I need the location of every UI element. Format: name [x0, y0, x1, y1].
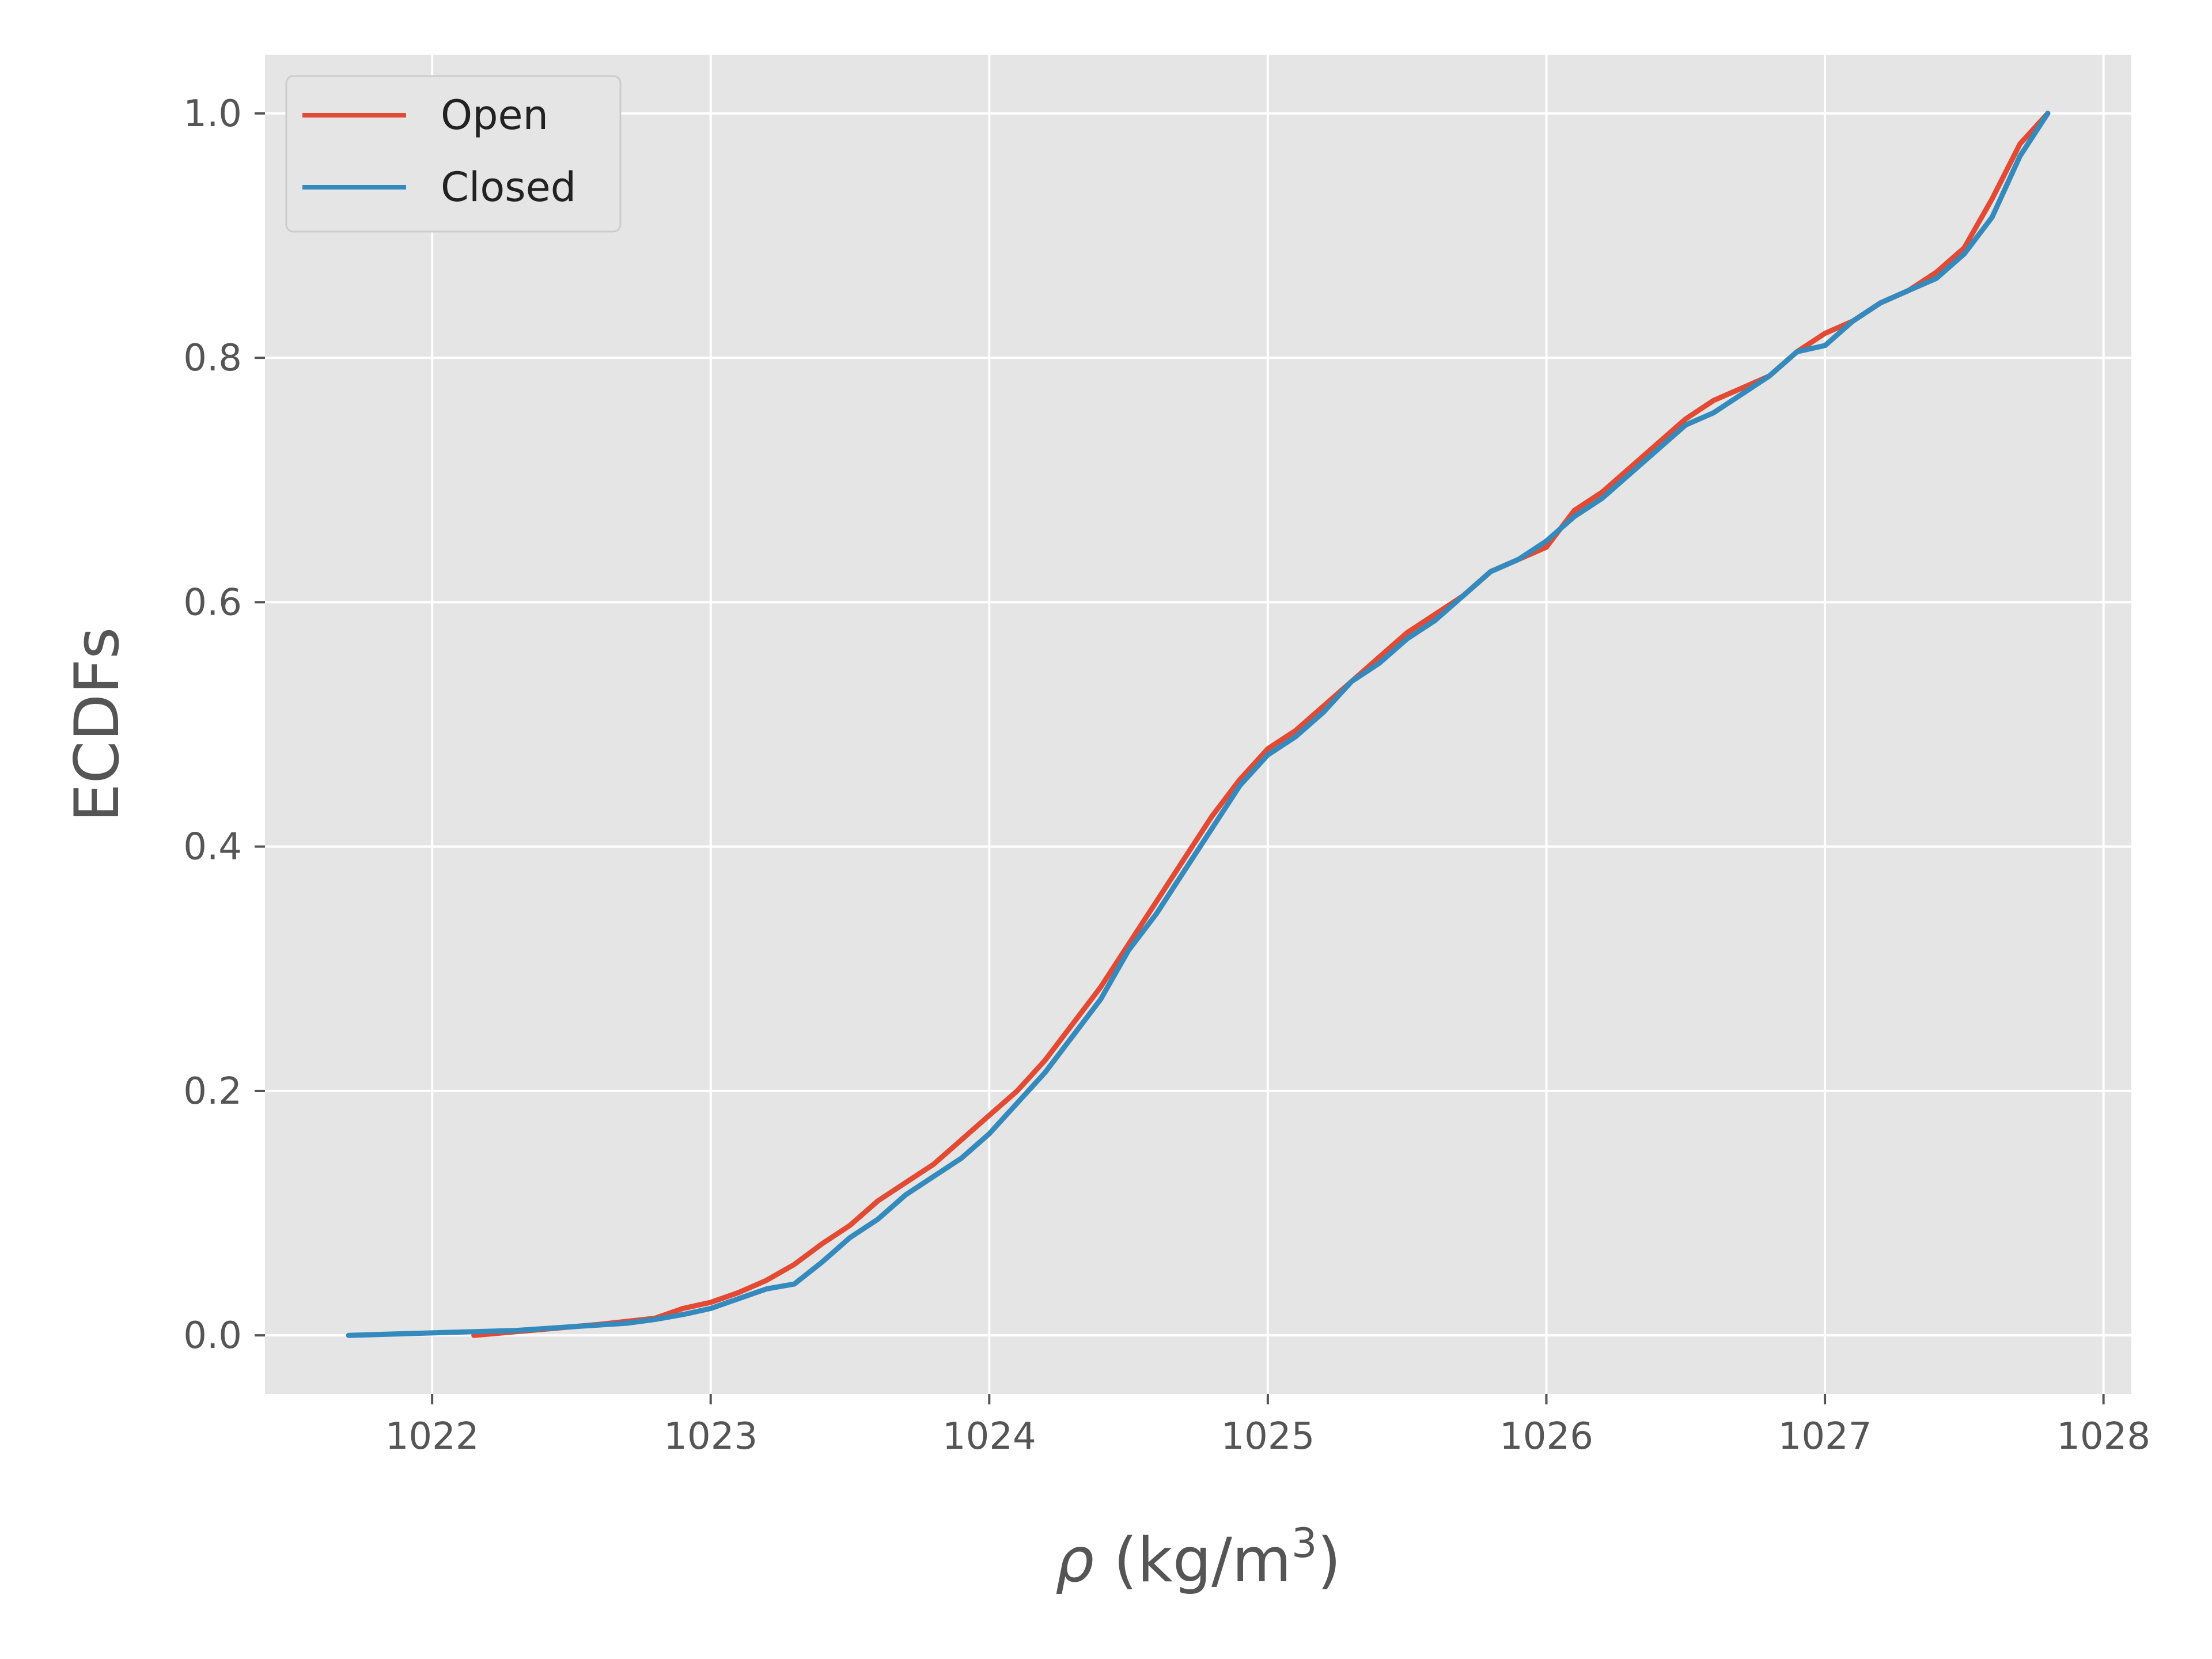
y-axis-ticks: 0.0 0.2 0.4 0.6 0.8 1.0: [183, 93, 265, 1357]
y-tick-label: 0.4: [183, 826, 242, 869]
plot-background: [265, 55, 2131, 1394]
y-tick-label: 0.6: [183, 581, 242, 624]
legend: Open Closed: [285, 75, 622, 233]
y-tick-label: 0.2: [183, 1070, 242, 1113]
x-axis-label-symbol: ρ: [1055, 1525, 1094, 1596]
x-tick-label: 1024: [942, 1415, 1036, 1458]
y-axis-label: ECDFs: [62, 627, 132, 823]
y-tick-label: 0.8: [183, 337, 242, 380]
series-layer: [346, 111, 2051, 1338]
y-tick-label: 0.0: [183, 1315, 242, 1357]
grid-lines: [265, 55, 2131, 1394]
x-axis-label-close: ): [1317, 1525, 1341, 1596]
x-tick-label: 1023: [664, 1415, 757, 1458]
legend-label-closed: Closed: [441, 164, 576, 211]
series-line-closed: [346, 111, 2051, 1338]
x-tick-label: 1022: [385, 1415, 479, 1458]
x-axis-label-text: (kg/m: [1094, 1525, 1291, 1596]
y-tick-label: 1.0: [183, 93, 242, 135]
x-tick-label: 1025: [1221, 1415, 1315, 1458]
x-axis-label: ρ (kg/m3): [1055, 1520, 1341, 1596]
legend-label-open: Open: [441, 92, 548, 139]
x-tick-label: 1027: [1778, 1415, 1872, 1458]
x-axis-label-superscript: 3: [1291, 1520, 1317, 1567]
x-tick-label: 1026: [1499, 1415, 1593, 1458]
x-tick-label: 1028: [2056, 1415, 2150, 1458]
x-axis-ticks: 1022 1023 1024 1025 1026 1027 1028: [385, 1394, 2150, 1458]
